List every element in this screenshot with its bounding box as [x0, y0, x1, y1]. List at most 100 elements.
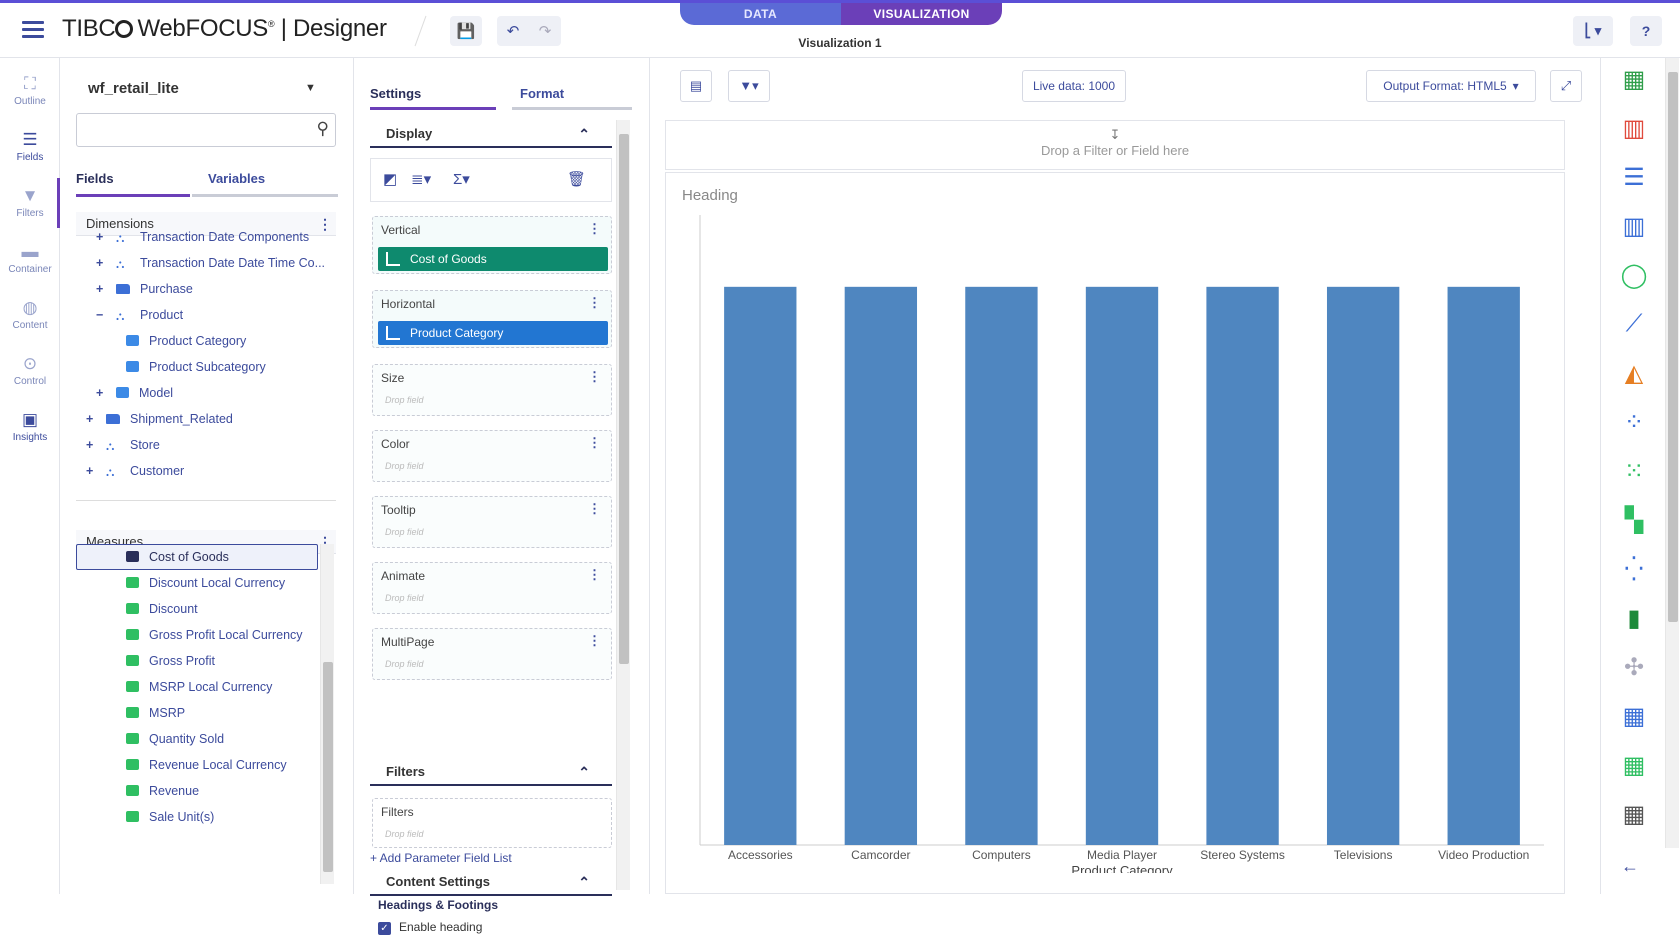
layout-dropdown-button[interactable]: ⎣ ▾	[1573, 16, 1613, 46]
collapse-icon[interactable]: −	[96, 304, 110, 326]
tree-item[interactable]: + ⛬ Customer	[86, 460, 184, 482]
tab-format[interactable]: Format	[512, 76, 632, 110]
sum-icon[interactable]: Σ▾	[453, 170, 470, 188]
tab-variables[interactable]: Variables	[192, 163, 338, 197]
shape-icon[interactable]: ◩	[383, 170, 397, 188]
hamburger-menu-icon[interactable]	[22, 21, 44, 39]
bar[interactable]	[724, 287, 796, 845]
settings-scrollbar[interactable]	[616, 120, 630, 890]
chart-type-boxplot[interactable]: ▮	[1617, 603, 1651, 633]
chevron-up-icon[interactable]: ⌃	[578, 868, 590, 896]
measures-scrollbar[interactable]	[320, 544, 334, 884]
measure-item[interactable]: Sale Unit(s)	[126, 806, 214, 828]
kebab-icon[interactable]: ⋮	[588, 435, 601, 451]
scrollbar-thumb[interactable]	[619, 134, 629, 664]
content-settings-header[interactable]: Content Settings ⌃	[370, 868, 612, 896]
bar[interactable]	[845, 287, 917, 845]
tab-data[interactable]: DATA	[680, 3, 841, 25]
chevron-up-icon[interactable]: ⌃	[578, 120, 590, 148]
tree-item[interactable]: Product Subcategory	[120, 356, 266, 378]
expand-icon[interactable]: +	[86, 460, 100, 482]
collapse-arrow-icon[interactable]: ←	[1621, 856, 1639, 877]
measure-item[interactable]: MSRP	[126, 702, 185, 724]
chart-type-histogram[interactable]: ▥	[1617, 211, 1651, 241]
bar[interactable]	[1206, 287, 1278, 845]
field-chip[interactable]: Cost of Goods	[378, 247, 608, 271]
nav-container[interactable]: ▬ Container	[0, 242, 60, 275]
tree-item[interactable]: + Shipment_Related	[86, 408, 233, 430]
kebab-icon[interactable]: ⋮	[588, 501, 601, 517]
measure-item[interactable]: Gross Profit Local Currency	[126, 624, 303, 646]
expand-icon[interactable]: +	[86, 408, 100, 430]
bar[interactable]	[1086, 287, 1158, 845]
expand-icon[interactable]: +	[96, 382, 110, 404]
chart-type-plain-table[interactable]: ▦	[1617, 799, 1651, 829]
bucket-color[interactable]: Color ⋮ Drop field	[372, 430, 612, 482]
filters-bucket[interactable]: Filters Drop field	[372, 798, 612, 848]
filter-dropdown-button[interactable]: ▼▾	[728, 70, 770, 102]
chart-type-bar[interactable]: ☰	[1617, 162, 1651, 192]
redo-icon[interactable]: ↷	[539, 22, 552, 40]
save-button[interactable]: 💾	[450, 16, 482, 46]
datasource-name[interactable]: wf_retail_lite	[88, 80, 179, 97]
live-data-button[interactable]: Live data: 1000	[1022, 70, 1126, 102]
bar[interactable]	[1327, 287, 1399, 845]
measure-item[interactable]: Cost of Goods	[126, 546, 229, 568]
chart-type-ring[interactable]: ◯	[1617, 260, 1651, 290]
chart-type-column[interactable]: ▥	[1617, 113, 1651, 143]
measure-item[interactable]: Gross Profit	[126, 650, 215, 672]
nav-insights[interactable]: ▣ Insights	[0, 410, 60, 443]
expand-button[interactable]: ⤢	[1550, 70, 1582, 102]
new-page-button[interactable]: ▤	[680, 70, 712, 102]
tab-settings[interactable]: Settings	[370, 76, 496, 110]
bucket-animate[interactable]: Animate ⋮ Drop field	[372, 562, 612, 614]
chart-type-area[interactable]: ◭	[1617, 358, 1651, 388]
chart-type-crosstab[interactable]: ▦	[1617, 701, 1651, 731]
chart-type-grid[interactable]: ▦	[1617, 750, 1651, 780]
bar[interactable]	[1448, 287, 1520, 845]
scrollbar-thumb[interactable]	[323, 662, 333, 872]
kebab-icon[interactable]: ⋮	[588, 295, 601, 311]
tree-item[interactable]: + Model	[96, 382, 173, 404]
tree-item[interactable]: + ⛬ Store	[86, 434, 160, 456]
chart-type-map[interactable]: ✣	[1617, 652, 1651, 682]
bar[interactable]	[965, 287, 1037, 845]
output-format-dropdown[interactable]: Output Format: HTML5 ▾	[1366, 70, 1536, 102]
tab-fields[interactable]: Fields	[76, 163, 190, 197]
nav-content[interactable]: ◍ Content	[0, 298, 60, 331]
kebab-icon[interactable]: ⋮	[588, 567, 601, 583]
filter-drop-zone[interactable]: ↧ Drop a Filter or Field here	[665, 120, 1565, 170]
kebab-icon[interactable]: ⋮	[588, 221, 601, 237]
chart-type-treemap[interactable]: ▚	[1617, 505, 1651, 535]
measure-item[interactable]: Quantity Sold	[126, 728, 224, 750]
nav-fields[interactable]: ☰ Fields	[0, 130, 60, 163]
bucket-vertical[interactable]: Vertical ⋮ Cost of Goods	[372, 216, 612, 274]
field-search-input[interactable]: ⚲	[76, 113, 336, 147]
bucket-multipage[interactable]: MultiPage ⋮ Drop field	[372, 628, 612, 680]
enable-heading-row[interactable]: ✓ Enable heading	[378, 920, 482, 935]
filters-section-header[interactable]: Filters ⌃	[370, 758, 612, 786]
kebab-icon[interactable]: ⋮	[588, 633, 601, 649]
measure-item[interactable]: MSRP Local Currency	[126, 676, 272, 698]
align-icon[interactable]: ≣▾	[411, 170, 431, 188]
search-icon[interactable]: ⚲	[317, 119, 329, 139]
chart-type-scatter[interactable]: ⁘	[1617, 407, 1651, 437]
tree-item[interactable]: − ⛬ Product	[96, 304, 183, 326]
chart-type-bubble[interactable]: ⁛	[1617, 554, 1651, 584]
expand-icon[interactable]: +	[86, 434, 100, 456]
undo-icon[interactable]: ↶	[507, 22, 520, 40]
bucket-tooltip[interactable]: Tooltip ⋮ Drop field	[372, 496, 612, 548]
scrollbar-thumb[interactable]	[1668, 72, 1678, 622]
field-chip[interactable]: Product Category	[378, 321, 608, 345]
chart-types-scrollbar[interactable]	[1665, 58, 1679, 848]
measure-item[interactable]: Revenue Local Currency	[126, 754, 287, 776]
checkbox-checked-icon[interactable]: ✓	[378, 922, 391, 935]
chevron-up-icon[interactable]: ⌃	[578, 758, 590, 786]
tree-item[interactable]: + ⛬ Transaction Date Components	[96, 226, 309, 248]
bucket-size[interactable]: Size ⋮ Drop field	[372, 364, 612, 416]
kebab-icon[interactable]: ⋮	[318, 212, 332, 236]
add-parameter-link[interactable]: + Add Parameter Field List	[370, 851, 512, 865]
tree-item[interactable]: Product Category	[120, 330, 246, 352]
tree-item[interactable]: + Purchase	[96, 278, 193, 300]
kebab-icon[interactable]: ⋮	[588, 369, 601, 385]
